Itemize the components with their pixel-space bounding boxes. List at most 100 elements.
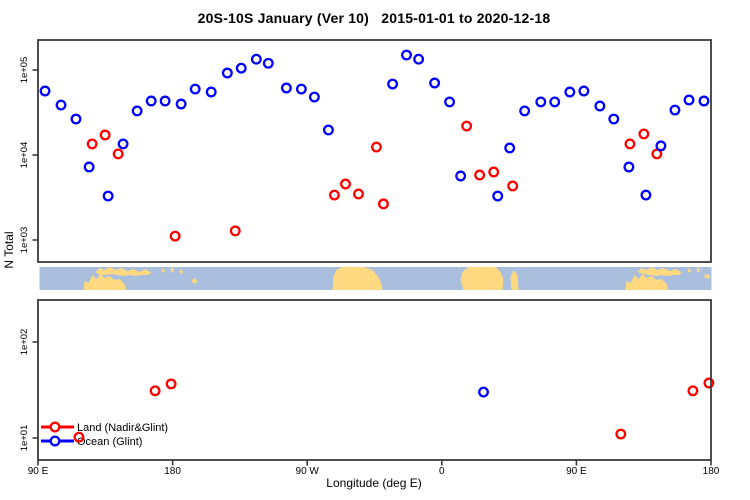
x-tick-label: 90 E bbox=[28, 466, 49, 477]
x-tick-label: 90 W bbox=[296, 466, 320, 477]
map-land-islands-w1 bbox=[161, 268, 166, 273]
land-point bbox=[615, 428, 627, 440]
ocean-point bbox=[564, 86, 576, 98]
land-point bbox=[638, 128, 650, 140]
ocean-point bbox=[117, 138, 129, 150]
ocean-point bbox=[70, 113, 82, 125]
ocean-point bbox=[655, 140, 667, 152]
map-land-islands-w4 bbox=[191, 278, 198, 284]
land-point bbox=[461, 120, 473, 132]
ocean-point bbox=[322, 124, 334, 136]
ocean-point bbox=[429, 77, 441, 89]
ocean-point bbox=[205, 86, 217, 98]
x-tick-label: 0 bbox=[439, 466, 445, 477]
x-axis-title: Longitude (deg E) bbox=[326, 476, 422, 490]
y-tick-label: 1e+05 bbox=[19, 57, 30, 84]
land-point bbox=[353, 188, 364, 200]
ocean-point bbox=[159, 95, 171, 107]
land-point bbox=[229, 225, 241, 237]
map-land-islands-w3 bbox=[179, 269, 184, 274]
land-point bbox=[328, 189, 340, 201]
x-tick-label: 180 bbox=[703, 466, 720, 477]
x-tick-label: 90 E bbox=[566, 466, 587, 477]
land-point bbox=[651, 148, 663, 160]
map-land-islands-e3 bbox=[703, 274, 711, 279]
ocean-point bbox=[55, 99, 67, 111]
land-point bbox=[169, 230, 181, 242]
ocean-point bbox=[608, 113, 620, 125]
ocean-point bbox=[235, 62, 247, 74]
ocean-point bbox=[478, 386, 489, 398]
ocean-point bbox=[189, 83, 201, 95]
ocean-point bbox=[549, 96, 561, 108]
ocean-point bbox=[535, 96, 547, 108]
ocean-point bbox=[519, 105, 531, 117]
ocean-point bbox=[413, 53, 425, 65]
ocean-point bbox=[492, 190, 504, 202]
ocean-point bbox=[504, 142, 516, 154]
legend-label-1: Ocean (Glint) bbox=[77, 436, 142, 448]
land-point bbox=[370, 141, 382, 153]
chart-title: 20S-10S January (Ver 10) 2015-01-01 to 2… bbox=[197, 10, 551, 26]
ocean-point bbox=[145, 95, 157, 107]
ocean-point bbox=[250, 53, 262, 65]
ocean-point bbox=[623, 161, 635, 173]
land-point bbox=[149, 385, 161, 397]
y-tick-label: 1e+03 bbox=[19, 227, 30, 254]
ocean-point bbox=[683, 94, 695, 106]
y-tick-label: 1e+01 bbox=[19, 425, 30, 452]
land-point bbox=[474, 169, 486, 181]
map-land-africa bbox=[460, 267, 504, 290]
ocean-point bbox=[640, 189, 652, 201]
ocean-point bbox=[221, 67, 233, 79]
land-point bbox=[378, 198, 389, 210]
ocean-point bbox=[262, 57, 274, 69]
legend-label-0: Land (Nadir&Glint) bbox=[77, 422, 168, 434]
map-land-new-guinea-west bbox=[95, 267, 152, 276]
ocean-point bbox=[578, 85, 590, 97]
land-point bbox=[687, 385, 699, 397]
ocean-point bbox=[698, 95, 710, 107]
map-land-islands-w2 bbox=[170, 267, 175, 273]
map-land-australia-east bbox=[625, 274, 669, 290]
map-land-australia-west bbox=[83, 274, 127, 290]
ocean-point bbox=[444, 96, 456, 108]
land-point bbox=[86, 138, 98, 150]
upper-panel-border bbox=[37, 39, 712, 263]
y-tick-label: 1e+04 bbox=[19, 142, 30, 169]
map-land-madagascar bbox=[510, 270, 519, 290]
map-land-south-america bbox=[332, 267, 383, 290]
ocean-point bbox=[401, 49, 412, 61]
ocean-point bbox=[280, 82, 292, 94]
y-axis-title: N Total bbox=[2, 231, 16, 269]
ocean-point bbox=[669, 104, 681, 116]
land-point bbox=[112, 148, 124, 160]
ocean-point bbox=[594, 100, 606, 112]
map-land-new-guinea-east bbox=[637, 267, 682, 276]
land-point bbox=[340, 178, 351, 190]
land-point bbox=[99, 129, 111, 141]
land-point bbox=[507, 180, 519, 192]
ocean-point bbox=[131, 105, 143, 117]
land-point bbox=[73, 431, 85, 443]
ocean-point bbox=[308, 91, 320, 103]
x-tick-label: 180 bbox=[164, 466, 181, 477]
ocean-point bbox=[455, 170, 467, 182]
legend-marker-1 bbox=[49, 435, 61, 447]
land-point bbox=[165, 378, 177, 390]
map-land-islands-e2 bbox=[696, 267, 701, 273]
ocean-point bbox=[102, 190, 114, 202]
legend-marker-0 bbox=[49, 421, 61, 433]
land-point bbox=[488, 166, 500, 178]
ocean-point bbox=[387, 78, 399, 90]
ocean-point bbox=[39, 85, 51, 97]
land-point bbox=[703, 377, 715, 389]
ocean-point bbox=[175, 98, 187, 110]
ocean-point bbox=[83, 161, 95, 173]
ocean-point bbox=[295, 83, 307, 95]
y-tick-label: 1e+02 bbox=[19, 329, 30, 356]
map-land-islands-e1 bbox=[687, 268, 692, 273]
lower-panel-border bbox=[37, 299, 712, 461]
